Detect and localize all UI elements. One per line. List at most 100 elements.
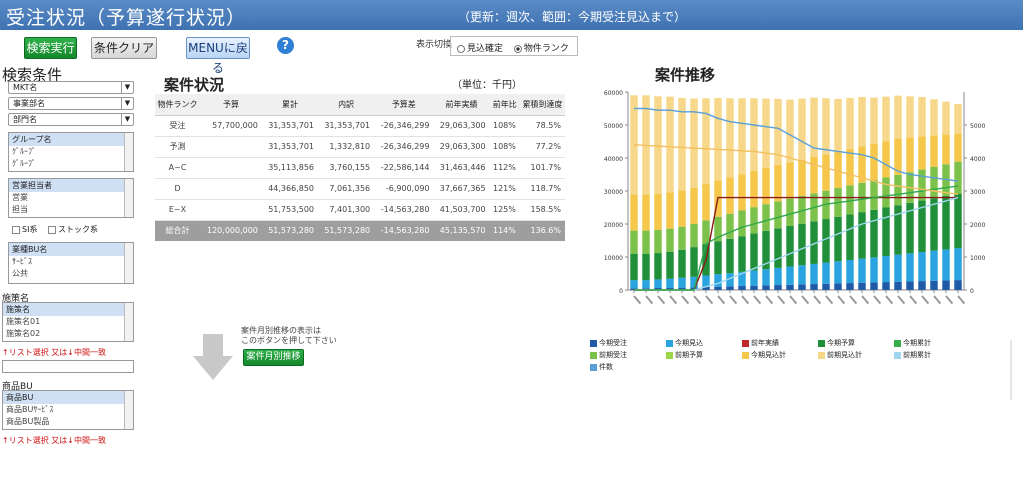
bar-segment [918, 169, 926, 201]
scrollbar[interactable] [124, 391, 133, 429]
col-header: 内訳 [318, 94, 375, 116]
table-cell [200, 157, 262, 179]
table-cell: 31,353,701 [261, 115, 319, 137]
menu-button[interactable]: MENUに戻る [186, 37, 250, 75]
bar-segment [654, 96, 662, 194]
bar-segment [702, 287, 710, 290]
bar-segment [882, 177, 890, 208]
project-search-input[interactable] [2, 360, 134, 373]
x-tick-label [765, 295, 774, 305]
bu-list[interactable]: 業種BU名 ｻｰﾋﾞｽ 公共 [8, 242, 134, 284]
table-cell: 31,353,701 [318, 115, 375, 137]
legend-item: 件数 [590, 362, 666, 372]
series-line [634, 185, 959, 291]
bar-segment [954, 193, 962, 249]
bar-segment [798, 98, 806, 160]
row-label: 総合計 [155, 220, 201, 241]
table-cell: 57,700,000 [200, 115, 262, 137]
x-tick-label [801, 295, 810, 305]
project-list-header: 施策名 [3, 303, 133, 316]
sales-list-header: 営業担当者 [9, 179, 133, 192]
bar-segment [762, 230, 770, 270]
legend-label: 前期見込計 [827, 351, 862, 359]
bar-segment [678, 97, 686, 191]
stock-checkbox[interactable] [47, 225, 56, 234]
row-label: D [155, 178, 201, 200]
bar-segment [666, 251, 674, 279]
list-item[interactable]: 公共 [12, 269, 28, 278]
radio-rank-label: 物件ランク [523, 44, 569, 54]
display-toggle: 見込確定 物件ランク [450, 36, 578, 56]
project-list[interactable]: 施策名 施策名01 施策名02 [2, 302, 134, 342]
table-cell: 136.6% [519, 220, 565, 241]
scrollbar[interactable] [124, 303, 133, 341]
list-item[interactable]: 商品BU製品 [6, 417, 50, 426]
bar-segment [798, 195, 806, 224]
bar-segment [702, 98, 710, 185]
radio-rank[interactable] [513, 44, 522, 53]
bar-segment [642, 194, 650, 231]
bar-segment [774, 228, 782, 268]
bar-segment [918, 136, 926, 170]
table-cell: 35,113,856 [261, 157, 319, 179]
toggle-label: 表示切換 [416, 40, 453, 50]
help-icon[interactable]: ? [277, 37, 294, 54]
bar-segment [738, 236, 746, 272]
table-cell: 37,667,365 [433, 178, 490, 200]
sales-list[interactable]: 営業担当者 営業 担当 [8, 178, 134, 218]
product-list[interactable]: 商品BU 商品BUｻｰﾋﾞｽ 商品BU製品 [2, 390, 134, 430]
bar-segment [810, 97, 818, 158]
bar-segment [894, 254, 902, 282]
scrollbar[interactable] [124, 133, 133, 171]
bar-segment [810, 284, 818, 290]
table-total-row: 総合計 120,000,000 51,573,280 51,573,280 -14,56… [155, 220, 565, 241]
scrollbar[interactable] [124, 179, 133, 217]
bar-segment [870, 180, 878, 210]
row-label: 受注 [155, 115, 201, 137]
list-item[interactable]: 商品BUｻｰﾋﾞｽ [6, 405, 54, 414]
bar-segment [954, 161, 962, 194]
legend-swatch [894, 339, 901, 347]
bar-segment [750, 207, 758, 234]
clear-button[interactable]: 条件クリア [91, 37, 157, 59]
table-cell [200, 136, 262, 158]
search-button[interactable]: 検索実行 [24, 37, 77, 59]
bar-segment [786, 266, 794, 285]
group-list[interactable]: グループ名 ｸﾞﾙｰﾌﾟ ｸﾞﾙｰﾌﾟ [8, 132, 134, 172]
table-cell: 45,135,570 [433, 220, 490, 241]
legend-swatch [742, 339, 749, 347]
table-cell: 108% [489, 136, 520, 158]
list-item[interactable]: 施策名01 [6, 317, 41, 326]
si-checkbox[interactable] [12, 225, 20, 234]
bar-segment [846, 97, 854, 150]
list-item[interactable]: 施策名02 [6, 329, 41, 338]
table-cell: -14,563,280 [374, 220, 434, 241]
sidebar-title: 検索条件 [2, 66, 63, 84]
bar-segment [906, 137, 914, 173]
list-item[interactable]: ｸﾞﾙｰﾌﾟ [12, 159, 36, 168]
bar-segment [834, 216, 842, 262]
scrollbar[interactable] [1010, 340, 1012, 400]
bar-segment [690, 98, 698, 188]
bar-segment [630, 288, 638, 290]
list-item[interactable]: ｻｰﾋﾞｽ [12, 257, 32, 266]
monthly-trend-button[interactable]: 案件月別推移 [243, 349, 304, 366]
list-item[interactable]: 担当 [12, 205, 28, 214]
bar-segment [762, 204, 770, 231]
division-select[interactable]: 事業部名 ▼ [8, 97, 134, 110]
bar-segment [846, 259, 854, 284]
radio-forecast[interactable] [457, 44, 465, 53]
mkt-select[interactable]: MKT名 ▼ [8, 81, 134, 94]
list-item[interactable]: ｸﾞﾙｰﾌﾟ [12, 147, 36, 156]
hint-line-1: 案件月別推移の表示は [241, 326, 321, 335]
legend-swatch [666, 351, 673, 359]
list-item[interactable]: 営業 [12, 193, 28, 202]
bar-segment [762, 98, 770, 168]
table-cell: 29,063,300 [433, 136, 490, 158]
bar-segment [666, 192, 674, 229]
table-cell: 101.7% [519, 157, 565, 179]
scrollbar[interactable] [124, 243, 133, 283]
department-select[interactable]: 部門名 ▼ [8, 113, 134, 126]
table-cell [200, 199, 262, 221]
row-label: E~X [155, 199, 201, 221]
